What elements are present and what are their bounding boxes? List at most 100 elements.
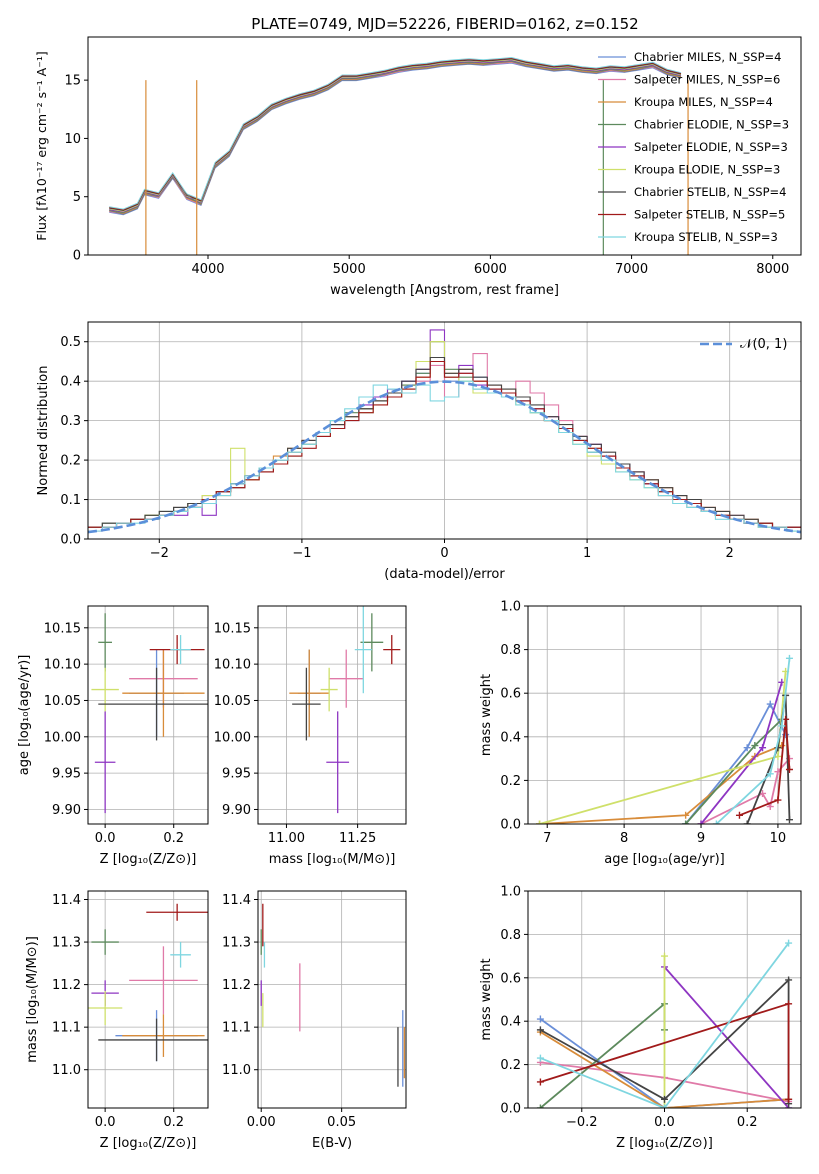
y-tick-label: 5 bbox=[73, 190, 81, 205]
weight-marker bbox=[712, 820, 720, 824]
y-tick-label: 11.4 bbox=[222, 893, 251, 908]
model-spectrum-line bbox=[109, 59, 682, 213]
y-tick-label: 11.0 bbox=[222, 1063, 251, 1078]
y-tick-label: 10.05 bbox=[214, 694, 251, 709]
massweight_vs_age-data bbox=[536, 654, 793, 824]
axes-frame bbox=[257, 890, 407, 1109]
axes-frame bbox=[87, 890, 209, 1109]
x-tick-label: 8 bbox=[620, 831, 628, 846]
weight-marker bbox=[536, 1026, 544, 1034]
y-tick-label: 0.5 bbox=[60, 335, 81, 350]
x-tick-label: −1 bbox=[292, 546, 311, 561]
x-tick-label: 7000 bbox=[615, 262, 648, 277]
weight-marker bbox=[536, 1015, 544, 1023]
y-tick-label: 0.2 bbox=[60, 454, 81, 469]
y-tick-label: 10.10 bbox=[214, 658, 251, 673]
x-tick-label: −0.2 bbox=[566, 1115, 598, 1130]
histogram-step-line bbox=[88, 360, 801, 528]
x-tick-label: 5000 bbox=[333, 262, 366, 277]
weight-marker bbox=[536, 1104, 544, 1108]
x-tick-label: 0.05 bbox=[327, 1115, 356, 1130]
y-tick-label: 0.1 bbox=[60, 493, 81, 508]
model-spectrum-line bbox=[109, 62, 682, 216]
weight-line bbox=[684, 702, 787, 824]
x-tick-label: 11.00 bbox=[268, 831, 305, 846]
weight-marker bbox=[682, 820, 690, 824]
x-tick-label: 9 bbox=[697, 831, 705, 846]
y-tick-label: 10.15 bbox=[44, 621, 81, 636]
weight-marker bbox=[766, 803, 774, 811]
x-axis-label: Z [log₁₀(Z/Z⊙)] bbox=[100, 852, 197, 867]
y-axis-label: mass weight bbox=[479, 674, 494, 756]
y-tick-label: 10.00 bbox=[44, 730, 81, 745]
axes-frame bbox=[527, 605, 802, 825]
y-tick-label: 11.1 bbox=[52, 1021, 81, 1036]
y-tick-label: 0.4 bbox=[500, 730, 521, 745]
model-spectrum-line bbox=[109, 57, 682, 211]
weight-marker bbox=[735, 811, 743, 819]
y-tick-label: 11.4 bbox=[52, 893, 81, 908]
y-tick-label: 0.0 bbox=[500, 818, 521, 833]
y-axis-label: mass [log₁₀(M/M⊙)] bbox=[25, 936, 40, 1063]
x-tick-label: 0.0 bbox=[95, 831, 116, 846]
weight-marker bbox=[785, 939, 793, 947]
weight-marker bbox=[751, 742, 759, 750]
model-spectrum-line bbox=[109, 56, 682, 210]
y-tick-label: 0.0 bbox=[500, 1102, 521, 1117]
legend-label: Salpeter MILES, N_SSP=6 bbox=[634, 73, 780, 87]
x-tick-label: 8000 bbox=[756, 262, 789, 277]
weight-marker bbox=[759, 744, 767, 752]
y-tick-label: 0.0 bbox=[60, 533, 81, 548]
legend-label: 𝒩(0, 1) bbox=[740, 337, 787, 352]
y-axis-label: age [log₁₀(age/yr)] bbox=[17, 655, 32, 776]
mass_vs_ebv-data bbox=[260, 903, 406, 1087]
y-tick-label: 1.0 bbox=[500, 600, 521, 615]
y-tick-label: 1.0 bbox=[500, 885, 521, 900]
y-tick-label: 9.90 bbox=[52, 803, 81, 818]
x-tick-label: −2 bbox=[150, 546, 169, 561]
y-tick-label: 10.10 bbox=[44, 658, 81, 673]
x-axis-label: mass [log₁₀(M/M⊙)] bbox=[269, 852, 396, 867]
x-tick-label: 0.00 bbox=[247, 1115, 276, 1130]
observed-spectrum-line bbox=[109, 61, 682, 215]
y-tick-label: 0.8 bbox=[500, 643, 521, 658]
y-tick-label: 0.4 bbox=[60, 375, 81, 390]
legend-label: Kroupa MILES, N_SSP=4 bbox=[634, 95, 773, 109]
legend-label: Salpeter STELIB, N_SSP=5 bbox=[634, 208, 785, 222]
model-spectrum-line bbox=[109, 58, 682, 212]
weight-marker bbox=[536, 820, 544, 824]
y-tick-label: 0.3 bbox=[60, 414, 81, 429]
weight-marker bbox=[785, 766, 793, 773]
y-tick-label: 10 bbox=[64, 132, 81, 147]
weight-marker bbox=[778, 722, 786, 730]
x-tick-label: 0.2 bbox=[737, 1115, 758, 1130]
y-tick-label: 9.95 bbox=[52, 767, 81, 782]
y-tick-label: 0.4 bbox=[500, 1015, 521, 1030]
x-tick-label: 2 bbox=[726, 546, 734, 561]
axes-frame bbox=[257, 605, 407, 825]
y-tick-label: 10.05 bbox=[44, 694, 81, 709]
x-axis-label: age [log₁₀(age/yr)] bbox=[604, 852, 725, 867]
y-tick-label: 0.6 bbox=[500, 687, 521, 702]
gaussian-curve bbox=[88, 380, 801, 534]
y-tick-label: 0.6 bbox=[500, 971, 521, 986]
y-tick-label: 0.2 bbox=[500, 1058, 521, 1073]
y-tick-label: 9.95 bbox=[222, 767, 251, 782]
weight-marker bbox=[743, 744, 751, 752]
y-axis-label: mass weight bbox=[479, 958, 494, 1040]
x-tick-label: 0.2 bbox=[163, 831, 184, 846]
weight-line bbox=[539, 1001, 666, 1108]
weight-marker bbox=[661, 952, 668, 960]
weight-line bbox=[715, 658, 791, 824]
x-tick-label: 11.25 bbox=[339, 831, 376, 846]
weight-marker bbox=[785, 1000, 793, 1008]
x-tick-label: 1 bbox=[583, 546, 591, 561]
axes-frame bbox=[87, 36, 802, 256]
weight-marker bbox=[536, 1054, 544, 1062]
x-tick-label: 7 bbox=[543, 831, 551, 846]
figure-title: PLATE=0749, MJD=52226, FIBERID=0162, z=0… bbox=[251, 15, 638, 33]
x-tick-label: 0.0 bbox=[654, 1115, 675, 1130]
y-tick-label: 11.2 bbox=[222, 978, 251, 993]
y-tick-label: 10.15 bbox=[214, 621, 251, 636]
